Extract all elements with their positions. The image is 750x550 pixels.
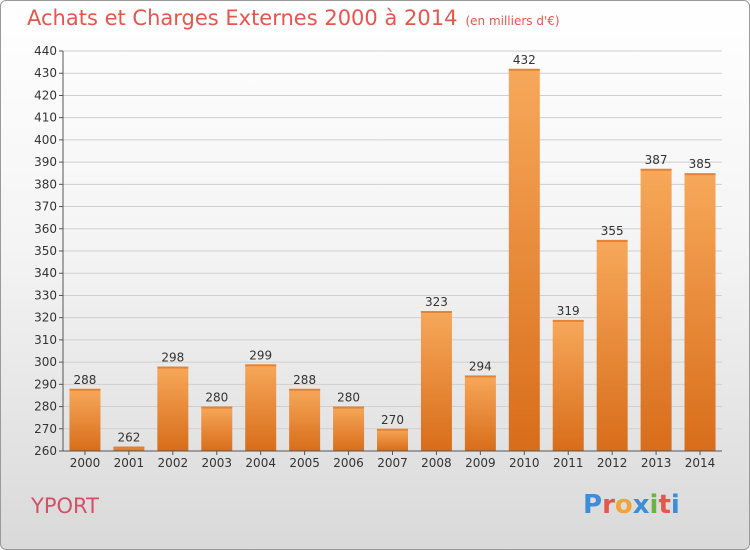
bar-2011 (552, 319, 584, 451)
bar-value-label: 294 (469, 359, 492, 373)
y-tick-label: 370 (34, 200, 57, 214)
bar-top-edge (289, 388, 321, 391)
chart-title: Achats et Charges Externes 2000 à 2014 (e… (27, 6, 560, 30)
bar-2007 (377, 428, 408, 451)
bar-2001 (113, 446, 145, 451)
bar-value-label: 280 (205, 391, 228, 405)
bar-top-edge (508, 68, 540, 71)
x-tick-label: 2012 (597, 456, 628, 470)
bar-top-edge (201, 406, 233, 409)
bars: 288 262 298 280 299 288 280 270 323 294 432 319 355 3… (69, 53, 716, 452)
x-tick-label: 2010 (509, 456, 540, 470)
chart-title-main: Achats et Charges Externes 2000 à 2014 (27, 6, 458, 30)
y-tick-label: 360 (34, 222, 57, 236)
y-tick-label: 330 (34, 288, 57, 302)
y-tick-label: 300 (34, 355, 57, 369)
chart-unit-note: (en milliers d'€) (465, 14, 560, 28)
x-tick-label: 2008 (421, 456, 452, 470)
y-tick-label: 290 (34, 377, 57, 391)
bar-top-edge (377, 428, 408, 431)
bar-top-edge (640, 168, 672, 171)
bar-2014 (684, 173, 716, 451)
bar-2010 (508, 68, 540, 452)
bar-value-label: 280 (337, 391, 360, 405)
bar-2005 (289, 388, 321, 451)
x-tick-label: 2011 (553, 456, 584, 470)
bar-value-label: 262 (117, 431, 140, 445)
bar-2003 (201, 406, 233, 451)
y-tick-label: 430 (34, 66, 57, 80)
bar-top-edge (245, 364, 277, 367)
axes: 260 270 280 290 300 310 320 330 340 350 360 370 380 3… (34, 44, 722, 470)
logo-letter: o (614, 490, 633, 520)
bar-value-label: 299 (249, 348, 272, 362)
x-tick-label: 2006 (333, 456, 364, 470)
y-tick-label: 310 (34, 333, 57, 347)
y-tick-label: 260 (34, 444, 57, 458)
logo-letter: i (649, 490, 659, 520)
y-tick-label: 340 (34, 266, 57, 280)
bar-top-edge (684, 173, 716, 176)
bar-2004 (245, 364, 277, 451)
bar-2013 (640, 168, 672, 451)
x-tick-label: 2007 (377, 456, 408, 470)
y-tick-label: 440 (34, 44, 57, 58)
bar-value-label: 288 (293, 373, 316, 387)
logo-letter: P (583, 490, 603, 520)
bar-top-edge (69, 388, 101, 391)
y-tick-label: 270 (34, 422, 57, 436)
x-tick-label: 2004 (245, 456, 276, 470)
y-tick-label: 320 (34, 311, 57, 325)
x-tick-label: 2013 (641, 456, 672, 470)
x-tick-label: 2009 (465, 456, 496, 470)
y-tick-label: 420 (34, 88, 57, 102)
bar-value-label: 355 (601, 224, 624, 238)
logo-letter: t (658, 490, 671, 520)
bar-top-edge (552, 319, 584, 322)
proxiti-logo: Proxiti (583, 490, 680, 520)
bar-value-label: 270 (381, 413, 404, 427)
bar-2000 (69, 388, 101, 451)
y-tick-label: 400 (34, 133, 57, 147)
bar-top-edge (113, 446, 145, 449)
bar-2012 (596, 239, 628, 451)
y-tick-label: 350 (34, 244, 57, 258)
bar-value-label: 298 (161, 351, 184, 365)
logo-letter: r (602, 490, 615, 520)
x-tick-label: 2014 (685, 456, 716, 470)
bar-top-edge (157, 366, 189, 369)
x-tick-label: 2003 (201, 456, 232, 470)
y-tick-label: 280 (34, 400, 57, 414)
bar-top-edge (420, 311, 452, 313)
x-tick-label: 2005 (289, 456, 320, 470)
x-tick-label: 2002 (158, 456, 189, 470)
bar-2009 (464, 375, 496, 451)
commune-name: YPORT (31, 494, 99, 518)
y-tick-label: 410 (34, 111, 57, 125)
bar-value-label: 385 (689, 157, 712, 171)
bar-value-label: 319 (557, 304, 580, 318)
logo-letter: i (670, 490, 680, 520)
bar-2006 (333, 406, 365, 451)
x-tick-label: 2000 (70, 456, 101, 470)
y-tick-label: 380 (34, 177, 57, 191)
y-tick-label: 390 (34, 155, 57, 169)
logo-letter: x (632, 490, 650, 520)
bar-top-edge (596, 239, 628, 242)
bar-value-label: 387 (645, 153, 668, 167)
bar-2008 (420, 311, 452, 451)
bar-value-label: 432 (513, 53, 536, 67)
bar-2002 (157, 366, 189, 451)
bar-top-edge (464, 375, 496, 378)
bar-value-label: 323 (425, 295, 448, 309)
bar-value-label: 288 (74, 373, 97, 387)
x-tick-label: 2001 (114, 456, 145, 470)
bar-top-edge (333, 406, 365, 409)
